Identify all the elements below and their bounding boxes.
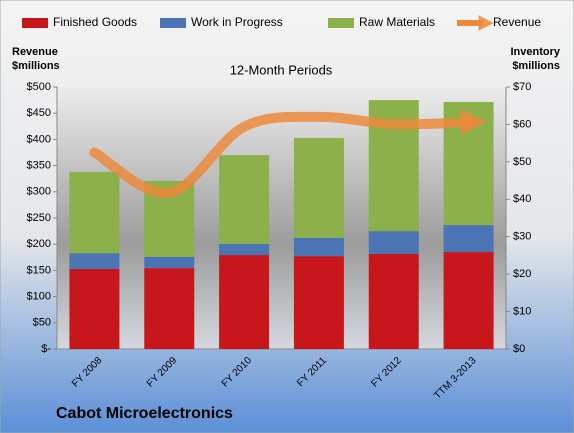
y-tick-label: $50 xyxy=(33,317,51,329)
y-tick-label: $350 xyxy=(27,160,51,172)
bar-segment xyxy=(293,256,344,349)
y2-tick-label: $0 xyxy=(513,343,525,355)
bar-segment xyxy=(293,237,344,257)
bar-segment xyxy=(219,255,270,349)
y-tick-label: $300 xyxy=(27,186,51,198)
bar-segment xyxy=(368,253,419,349)
bar-segment xyxy=(368,231,419,254)
bar-segment xyxy=(443,252,494,349)
y-tick-label: $500 xyxy=(27,81,51,93)
bar-segment xyxy=(144,268,195,349)
bar-segment xyxy=(69,268,120,349)
legend-swatch xyxy=(22,18,48,28)
y2-axis-title: $millions xyxy=(512,60,560,72)
bar-segment xyxy=(443,225,494,253)
y2-tick-label: $10 xyxy=(513,305,531,317)
bar-segment xyxy=(69,171,120,254)
legend-label: Finished Goods xyxy=(53,15,137,29)
legend-label: Raw Materials xyxy=(359,15,435,29)
legend-swatch xyxy=(160,18,186,28)
y-tick-label: $150 xyxy=(27,264,51,276)
bar-segment xyxy=(219,155,270,244)
y-axis-title: $millions xyxy=(12,60,60,72)
plot-area xyxy=(57,87,506,349)
y-tick-label: $400 xyxy=(27,133,51,145)
legend-swatch xyxy=(328,18,354,28)
chart-title: 12-Month Periods xyxy=(230,62,333,77)
y-tick-label: $250 xyxy=(27,212,51,224)
y2-tick-label: $40 xyxy=(513,193,531,205)
bar-segment xyxy=(219,243,270,256)
y-tick-label: $200 xyxy=(27,238,51,250)
y2-axis-title: Inventory xyxy=(510,46,560,58)
y2-tick-label: $50 xyxy=(513,156,531,168)
company-name: Cabot Microelectronics xyxy=(56,405,233,422)
y2-tick-label: $30 xyxy=(513,231,531,243)
y2-tick-label: $70 xyxy=(513,81,531,93)
y2-tick-label: $60 xyxy=(513,118,531,130)
bar-segment xyxy=(69,253,120,269)
bar-segment xyxy=(144,256,195,269)
y2-tick-label: $20 xyxy=(513,268,531,280)
legend-label: Work in Progress xyxy=(191,15,283,29)
y-tick-label: $450 xyxy=(27,107,51,119)
legend-label: Revenue xyxy=(493,15,541,29)
revenue-line xyxy=(89,109,487,198)
y-tick-label: $- xyxy=(41,343,51,355)
y-tick-label: $100 xyxy=(27,291,51,303)
y-axis-title: Revenue xyxy=(12,46,58,58)
bar-segment xyxy=(293,137,344,238)
